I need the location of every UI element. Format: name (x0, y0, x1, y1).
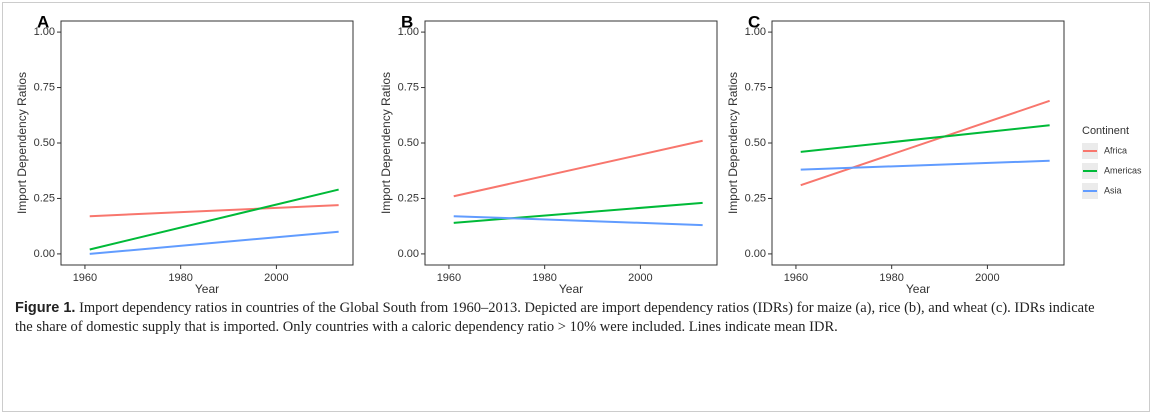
x-tick-label: 1980 (168, 272, 192, 284)
y-axis-label: Import Dependency Ratios (15, 72, 29, 214)
y-tick-label: 0.50 (398, 137, 419, 149)
trend-line (89, 188, 339, 251)
y-tick-label: 0.50 (745, 137, 766, 149)
trend-line (453, 139, 703, 198)
trend-line (453, 201, 703, 224)
panel-label: B (401, 12, 413, 31)
plot-frame (424, 20, 718, 266)
y-tick-label: 1.00 (34, 26, 55, 38)
chart: A 0.00 0.25 0.50 0.75 1.00 1960 1980 2000 Year Imp… (15, 12, 1142, 296)
x-axis-label: Year (906, 282, 930, 293)
trend-line (800, 99, 1050, 187)
y-tick-label: 0.00 (398, 248, 419, 260)
x-tick-label: 1980 (879, 272, 903, 284)
plot-frame (771, 20, 1065, 266)
y-axis-label: Import Dependency Ratios (379, 72, 393, 214)
legend-label: Americas (1104, 165, 1142, 175)
legend-title: Continent (1082, 125, 1129, 137)
y-axis-label: Import Dependency Ratios (726, 72, 740, 214)
trend-line (89, 230, 339, 255)
trend-line (800, 124, 1050, 153)
x-tick-label: 2000 (628, 272, 652, 284)
x-tick-label: 1960 (784, 272, 808, 284)
x-axis-label: Year (195, 282, 219, 293)
trend-line (453, 215, 703, 227)
trend-line (89, 204, 339, 218)
y-tick-label: 0.25 (398, 192, 419, 204)
caption-label: Figure 1. (15, 300, 76, 316)
y-tick-label: 0.50 (34, 137, 55, 149)
y-tick-label: 0.75 (745, 81, 766, 93)
caption: Figure 1. Import dependency ratios in co… (15, 299, 1105, 337)
legend-label: Asia (1104, 185, 1122, 195)
x-tick-label: 1960 (73, 272, 97, 284)
trend-line (800, 159, 1050, 171)
legend-label: Africa (1104, 145, 1127, 155)
panel-label: A (37, 12, 49, 31)
y-tick-label: 0.25 (745, 192, 766, 204)
plot-frame (60, 20, 354, 266)
y-tick-label: 1.00 (398, 26, 419, 38)
x-tick-label: 2000 (264, 272, 288, 284)
y-tick-label: 0.00 (34, 248, 55, 260)
y-tick-label: 1.00 (745, 26, 766, 38)
x-tick-label: 1980 (532, 272, 556, 284)
y-tick-label: 0.25 (34, 192, 55, 204)
caption-text: Import dependency ratios in countries of… (15, 300, 1095, 335)
y-tick-label: 0.75 (34, 81, 55, 93)
x-tick-label: 1960 (437, 272, 461, 284)
x-tick-label: 2000 (975, 272, 999, 284)
x-axis-label: Year (559, 282, 583, 293)
y-tick-label: 0.00 (745, 248, 766, 260)
panel-label: C (748, 12, 760, 31)
y-tick-label: 0.75 (398, 81, 419, 93)
